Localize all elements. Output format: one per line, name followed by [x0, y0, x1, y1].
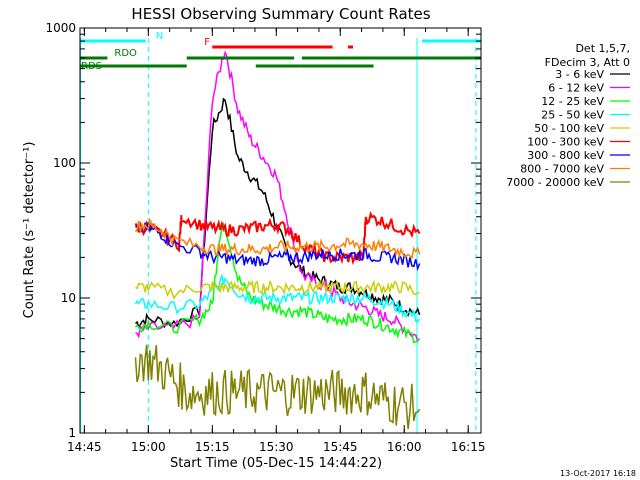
legend-entry: 25 - 50 keV: [541, 109, 604, 122]
legend-entry: 12 - 25 keV: [541, 95, 604, 108]
x-tick-label: 15:00: [131, 440, 166, 454]
series-line: [134, 272, 421, 323]
y-tick-label: 100: [53, 156, 76, 170]
series-line: [134, 217, 421, 260]
series-line: [134, 210, 421, 266]
flag-label: RDS: [81, 61, 102, 72]
generated-timestamp: 13-Oct-2017 16:18: [560, 469, 636, 478]
series-line: [135, 50, 421, 343]
night-boundary-lines: [80, 38, 477, 433]
legend-entry: 100 - 300 keV: [527, 136, 604, 149]
legend-entry: 800 - 7000 keV: [520, 163, 604, 176]
y-tick-label: 10: [61, 291, 76, 305]
legend-header-decimation: FDecim 3, Att 0: [545, 56, 630, 69]
flag-label: N: [156, 31, 163, 42]
y-tick-label: 1000: [45, 21, 76, 35]
y-axis: 1 10 100 1000: [45, 21, 481, 440]
x-tick-label: 16:00: [387, 440, 422, 454]
chart-title: HESSI Observing Summary Count Rates: [131, 5, 430, 23]
series-line: [135, 279, 420, 300]
x-tick-label: 15:30: [259, 440, 294, 454]
x-tick-label: 14:45: [67, 440, 102, 454]
x-tick-label: 15:45: [323, 440, 358, 454]
y-axis-label: Count Rate (s⁻¹ detector⁻¹): [22, 142, 37, 319]
x-tick-label: 15:15: [195, 440, 230, 454]
legend-entry: 7000 - 20000 keV: [506, 176, 604, 189]
legend-entry: 3 - 6 keV: [555, 68, 604, 81]
legend-entry: 6 - 12 keV: [548, 82, 604, 95]
y-tick-label: 1: [68, 426, 76, 440]
plot-frame: [79, 27, 482, 434]
legend-entry: 50 - 100 keV: [534, 122, 604, 135]
series-line: [134, 344, 421, 430]
series-layer: [134, 50, 421, 430]
legend-entry: 300 - 800 keV: [527, 149, 604, 162]
series-line: [134, 222, 421, 272]
x-axis-label: Start Time (05-Dec-15 14:44:22): [170, 456, 382, 471]
legend-header-detectors: Det 1,5,7,: [575, 42, 630, 55]
x-axis: 14:45 15:00 15:15 15:30 15:45 16:00 16:15: [67, 28, 486, 454]
x-tick-label: 16:15: [451, 440, 486, 454]
series-line: [134, 222, 421, 344]
flag-label: F: [204, 37, 210, 48]
flag-label: RDO: [114, 48, 137, 59]
flags-layer: N F RDO RDS: [80, 31, 481, 72]
